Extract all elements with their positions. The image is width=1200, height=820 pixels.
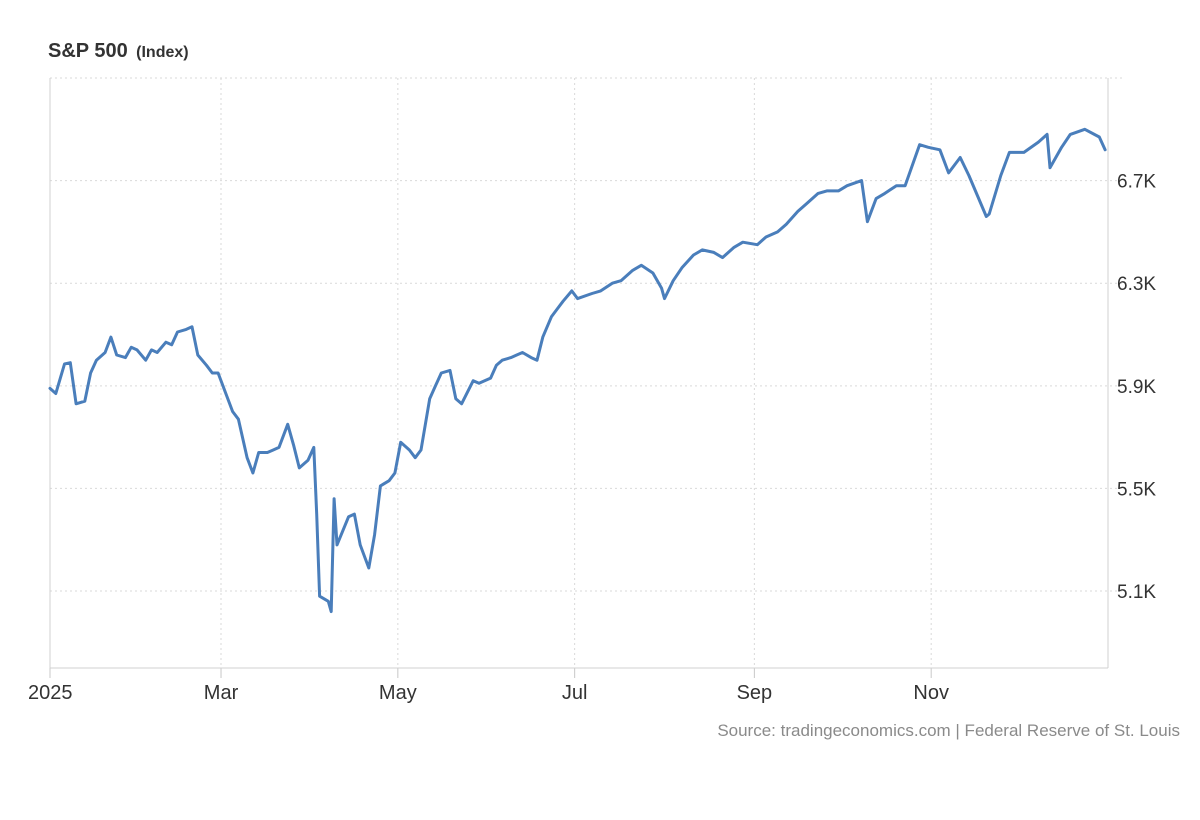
x-tick-label: Jul <box>562 682 588 704</box>
chart-title: S&P 500 <box>48 40 128 62</box>
y-tick-label: 5.1K <box>1117 582 1156 603</box>
chart-title-group: S&P 500 (Index) <box>48 40 189 63</box>
x-tick-label: Nov <box>913 682 949 704</box>
source-note: Source: tradingeconomics.com | Federal R… <box>717 721 1180 740</box>
series-line <box>48 127 1107 614</box>
y-tick-label: 5.9K <box>1117 377 1156 398</box>
y-tick-label: 6.7K <box>1117 172 1156 193</box>
x-tick-label: May <box>379 682 417 704</box>
x-tick-label: 2025 <box>28 682 73 704</box>
y-tick-label: 5.5K <box>1117 479 1156 500</box>
chart-unit: (Index) <box>136 44 189 61</box>
y-tick-label: 6.3K <box>1117 274 1156 295</box>
x-tick-label: Sep <box>737 682 773 704</box>
x-tick-label: Mar <box>204 682 239 704</box>
